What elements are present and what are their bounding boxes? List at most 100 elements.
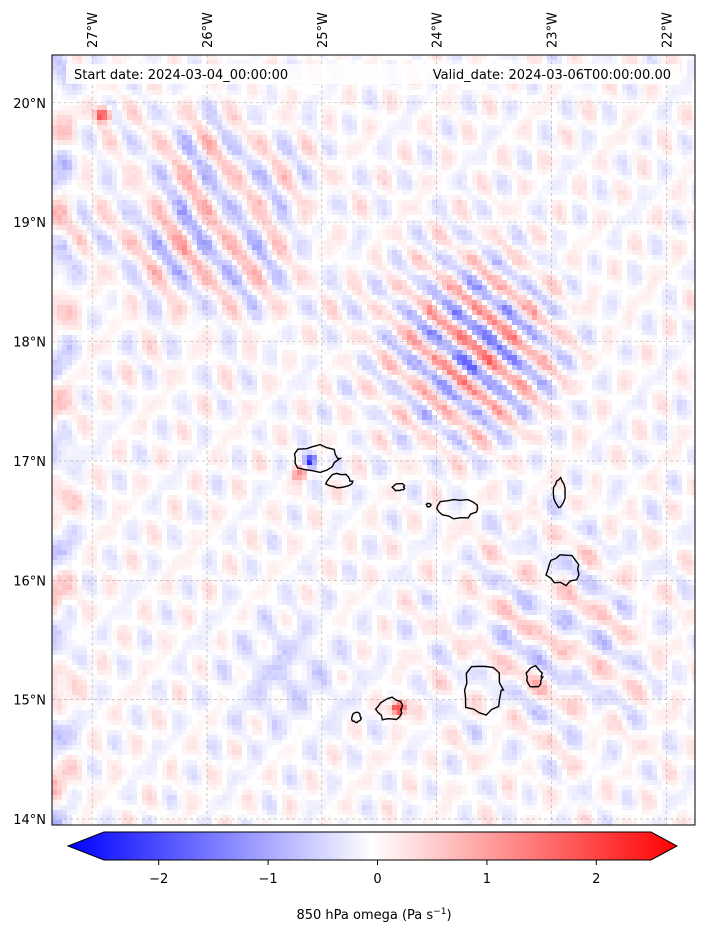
field-cell: [582, 150, 587, 155]
field-cell: [567, 275, 572, 280]
field-cell: [332, 145, 337, 150]
field-cell: [392, 160, 397, 165]
field-cell: [227, 105, 232, 110]
field-cell: [342, 275, 347, 280]
field-cell: [692, 225, 695, 230]
field-cell: [287, 125, 292, 130]
field-cell: [112, 290, 117, 295]
field-cell: [87, 180, 92, 185]
field-cell: [372, 60, 377, 65]
field-cell: [512, 55, 517, 60]
field-cell: [142, 225, 147, 230]
field-cell: [327, 60, 332, 65]
field-cell: [242, 105, 247, 110]
field-cell: [387, 210, 392, 215]
field-cell: [287, 130, 292, 135]
field-cell: [592, 55, 597, 60]
field-cell: [182, 150, 187, 155]
field-cell: [532, 285, 537, 290]
field-cell: [157, 270, 162, 275]
field-cell: [542, 110, 547, 115]
field-cell: [622, 90, 627, 95]
field-cell: [507, 275, 512, 280]
field-cell: [607, 270, 612, 275]
field-cell: [137, 175, 142, 180]
field-cell: [327, 190, 332, 195]
field-cell: [292, 280, 297, 285]
field-cell: [292, 155, 297, 160]
field-cell: [332, 285, 337, 290]
field-cell: [82, 115, 87, 120]
field-cell: [617, 185, 622, 190]
field-cell: [352, 145, 357, 150]
field-cell: [332, 125, 337, 130]
field-cell: [107, 225, 112, 230]
field-cell: [197, 165, 202, 170]
field-cell: [327, 195, 332, 200]
field-cell: [677, 195, 682, 200]
field-cell: [362, 270, 367, 275]
field-cell: [552, 240, 557, 245]
field-cell: [372, 175, 377, 180]
field-cell: [182, 180, 187, 185]
field-cell: [577, 130, 582, 135]
field-cell: [317, 245, 322, 250]
field-cell: [467, 135, 472, 140]
field-cell: [302, 170, 307, 175]
field-cell: [372, 265, 377, 270]
field-cell: [417, 220, 422, 225]
field-cell: [537, 90, 542, 95]
field-cell: [387, 90, 392, 95]
field-cell: [437, 260, 442, 265]
field-cell: [422, 250, 427, 255]
field-cell: [262, 165, 267, 170]
field-cell: [437, 180, 442, 185]
field-cell: [382, 285, 387, 290]
field-cell: [297, 190, 302, 195]
field-cell: [282, 285, 287, 290]
field-cell: [442, 210, 447, 215]
field-cell: [682, 125, 687, 130]
field-cell: [382, 145, 387, 150]
field-cell: [217, 240, 222, 245]
field-cell: [277, 120, 282, 125]
field-cell: [352, 165, 357, 170]
field-cell: [492, 170, 497, 175]
field-cell: [432, 230, 437, 235]
field-cell: [507, 225, 512, 230]
field-cell: [122, 250, 127, 255]
field-cell: [352, 155, 357, 160]
field-cell: [297, 235, 302, 240]
field-cell: [652, 90, 657, 95]
field-cell: [542, 90, 547, 95]
field-cell: [227, 260, 232, 265]
field-cell: [267, 165, 272, 170]
field-cell: [497, 170, 502, 175]
field-cell: [177, 215, 182, 220]
field-cell: [107, 130, 112, 135]
field-cell: [512, 215, 517, 220]
field-cell: [337, 275, 342, 280]
field-cell: [292, 240, 297, 245]
field-cell: [392, 245, 397, 250]
field-cell: [637, 105, 642, 110]
field-cell: [682, 165, 687, 170]
field-cell: [592, 225, 597, 230]
field-cell: [362, 235, 367, 240]
field-cell: [687, 80, 692, 85]
field-cell: [422, 60, 427, 65]
field-cell: [422, 110, 427, 115]
field-cell: [97, 85, 102, 90]
field-cell: [147, 160, 152, 165]
field-cell: [557, 140, 562, 145]
field-cell: [497, 285, 502, 290]
field-cell: [207, 225, 212, 230]
field-cell: [612, 135, 617, 140]
field-cell: [672, 225, 677, 230]
field-cell: [252, 90, 257, 95]
field-cell: [257, 105, 262, 110]
field-cell: [612, 280, 617, 285]
field-cell: [52, 55, 57, 60]
field-cell: [687, 135, 692, 140]
field-cell: [132, 170, 137, 175]
